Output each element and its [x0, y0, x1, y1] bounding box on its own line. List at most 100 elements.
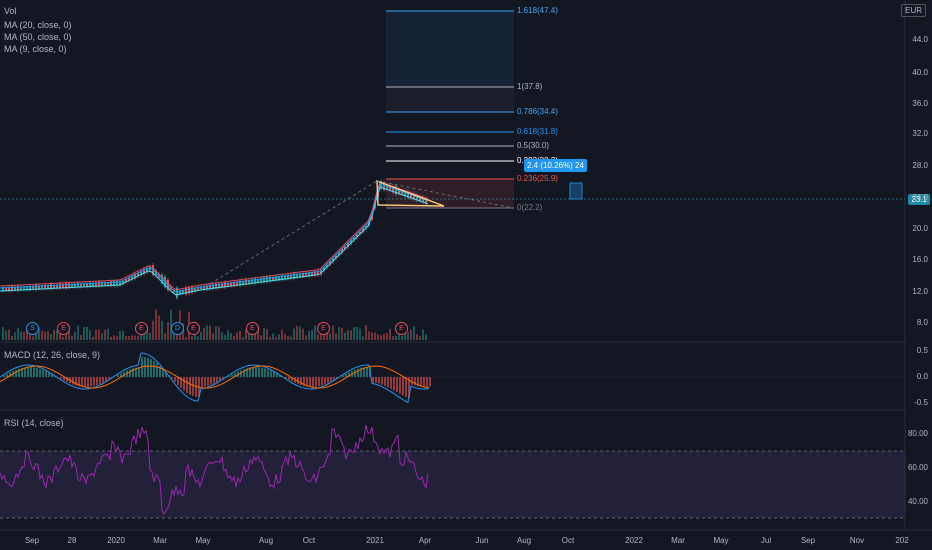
event-marker[interactable]: E — [57, 322, 70, 335]
volume-bar — [215, 326, 217, 340]
time-tick-label: 2022 — [625, 536, 643, 545]
volume-bar — [413, 326, 415, 340]
candle-body — [110, 281, 112, 286]
currency-button[interactable]: EUR — [901, 4, 926, 17]
candle-body — [116, 280, 118, 286]
volume-bar — [335, 333, 337, 340]
fib-level-label[interactable]: 1(37.8) — [517, 82, 543, 91]
macd-histogram-bar — [384, 377, 386, 386]
event-marker[interactable]: E — [246, 322, 259, 335]
volume-bar — [407, 332, 409, 340]
legend-ma50[interactable]: MA (50, close, 0) — [4, 32, 72, 42]
volume-bar — [416, 334, 418, 340]
event-marker[interactable]: E — [317, 322, 330, 335]
macd-label[interactable]: MACD (12, 26, close, 9) — [4, 350, 101, 360]
volume-bar — [131, 335, 133, 340]
macd-histogram-bar — [171, 377, 173, 379]
volume-bar — [224, 334, 226, 340]
macd-histogram-bar — [207, 377, 209, 386]
macd-histogram-bar — [33, 367, 35, 377]
candle-body — [191, 287, 193, 293]
macd-histogram-bar — [72, 377, 74, 385]
candle-body — [17, 285, 19, 291]
candle-body — [362, 227, 364, 233]
volume-bar — [140, 333, 142, 340]
rsi-label[interactable]: RSI (14, close) — [4, 418, 64, 428]
candle-body — [176, 287, 178, 298]
macd-histogram-bar — [405, 377, 407, 397]
macd-histogram-bar — [36, 367, 38, 377]
volume-bar — [356, 326, 358, 340]
trend-line-dashed — [199, 180, 378, 291]
fib-level-label[interactable]: 0.5(30.0) — [517, 141, 550, 150]
time-tick-label: Apr — [418, 536, 432, 545]
candle-body — [179, 290, 181, 294]
event-marker[interactable]: E — [187, 322, 200, 335]
time-tick-label: 2020 — [107, 536, 125, 545]
volume-bar — [227, 330, 229, 340]
volume-bar — [212, 333, 214, 340]
macd-histogram-bar — [345, 373, 347, 377]
candle-body — [236, 281, 238, 285]
fib-level-label[interactable]: 0(22.2) — [517, 203, 543, 212]
volume-bar — [158, 315, 160, 340]
macd-histogram-bar — [60, 377, 62, 379]
volume-bar — [29, 334, 31, 340]
macd-histogram-bar — [90, 377, 92, 387]
macd-histogram-bar — [144, 357, 146, 377]
volume-bar — [200, 331, 202, 340]
macd-histogram-bar — [357, 368, 359, 377]
macd-histogram-bar — [297, 377, 299, 385]
legend-ma9[interactable]: MA (9, close, 0) — [4, 44, 67, 54]
macd-histogram-bar — [372, 377, 374, 383]
legend-ma20[interactable]: MA (20, close, 0) — [4, 20, 72, 30]
triangle-pattern — [376, 179, 445, 207]
volume-bar — [398, 333, 400, 340]
macd-tick-label: 0.5 — [916, 346, 928, 355]
candle-body — [74, 283, 76, 287]
candle-body — [122, 280, 124, 284]
candle-body — [419, 196, 421, 201]
volume-bar — [209, 325, 211, 340]
legend-volume[interactable]: Vol — [4, 6, 17, 16]
time-tick-label: Aug — [516, 536, 532, 545]
volume-bar — [206, 325, 208, 340]
event-marker[interactable]: E — [395, 322, 408, 335]
candle-body — [329, 261, 331, 265]
candle-body — [227, 283, 229, 286]
rsi-tick-label: 40.00 — [907, 497, 928, 506]
fib-zone-upper — [386, 11, 514, 87]
fib-zone — [386, 87, 514, 112]
candle-body — [299, 273, 301, 277]
volume-bar — [338, 327, 340, 340]
volume-bar — [110, 336, 112, 340]
volume-bar — [302, 328, 304, 340]
fib-level-label[interactable]: 0.618(31.8) — [517, 127, 558, 136]
fib-level-label[interactable]: 0.786(34.4) — [517, 107, 558, 116]
current-price-badge: 23.1 — [908, 194, 930, 205]
event-marker[interactable]: D — [171, 322, 184, 335]
volume-bar — [101, 333, 103, 340]
candle-body — [44, 284, 46, 289]
macd-histogram-bar — [249, 367, 251, 377]
macd-histogram-bar — [363, 367, 365, 377]
macd-histogram-bar — [63, 377, 65, 381]
volume-bar — [347, 330, 349, 340]
macd-histogram-bar — [330, 377, 332, 382]
candle-body — [53, 285, 55, 288]
macd-histogram-bar — [180, 377, 182, 388]
volume-bar — [350, 330, 352, 340]
fib-level-label[interactable]: 1.618(47.4) — [517, 6, 558, 15]
macd-histogram-bar — [267, 369, 269, 377]
volume-bar — [164, 333, 166, 340]
fib-level-label[interactable]: 0.236(25.9) — [517, 174, 558, 183]
candle-body — [416, 194, 418, 201]
event-marker[interactable]: S — [26, 322, 39, 335]
event-marker[interactable]: E — [135, 322, 148, 335]
price-tick-label: 8.0 — [916, 318, 928, 327]
volume-bar — [83, 326, 85, 340]
candle-body — [314, 271, 316, 276]
macd-histogram-bar — [96, 377, 98, 386]
